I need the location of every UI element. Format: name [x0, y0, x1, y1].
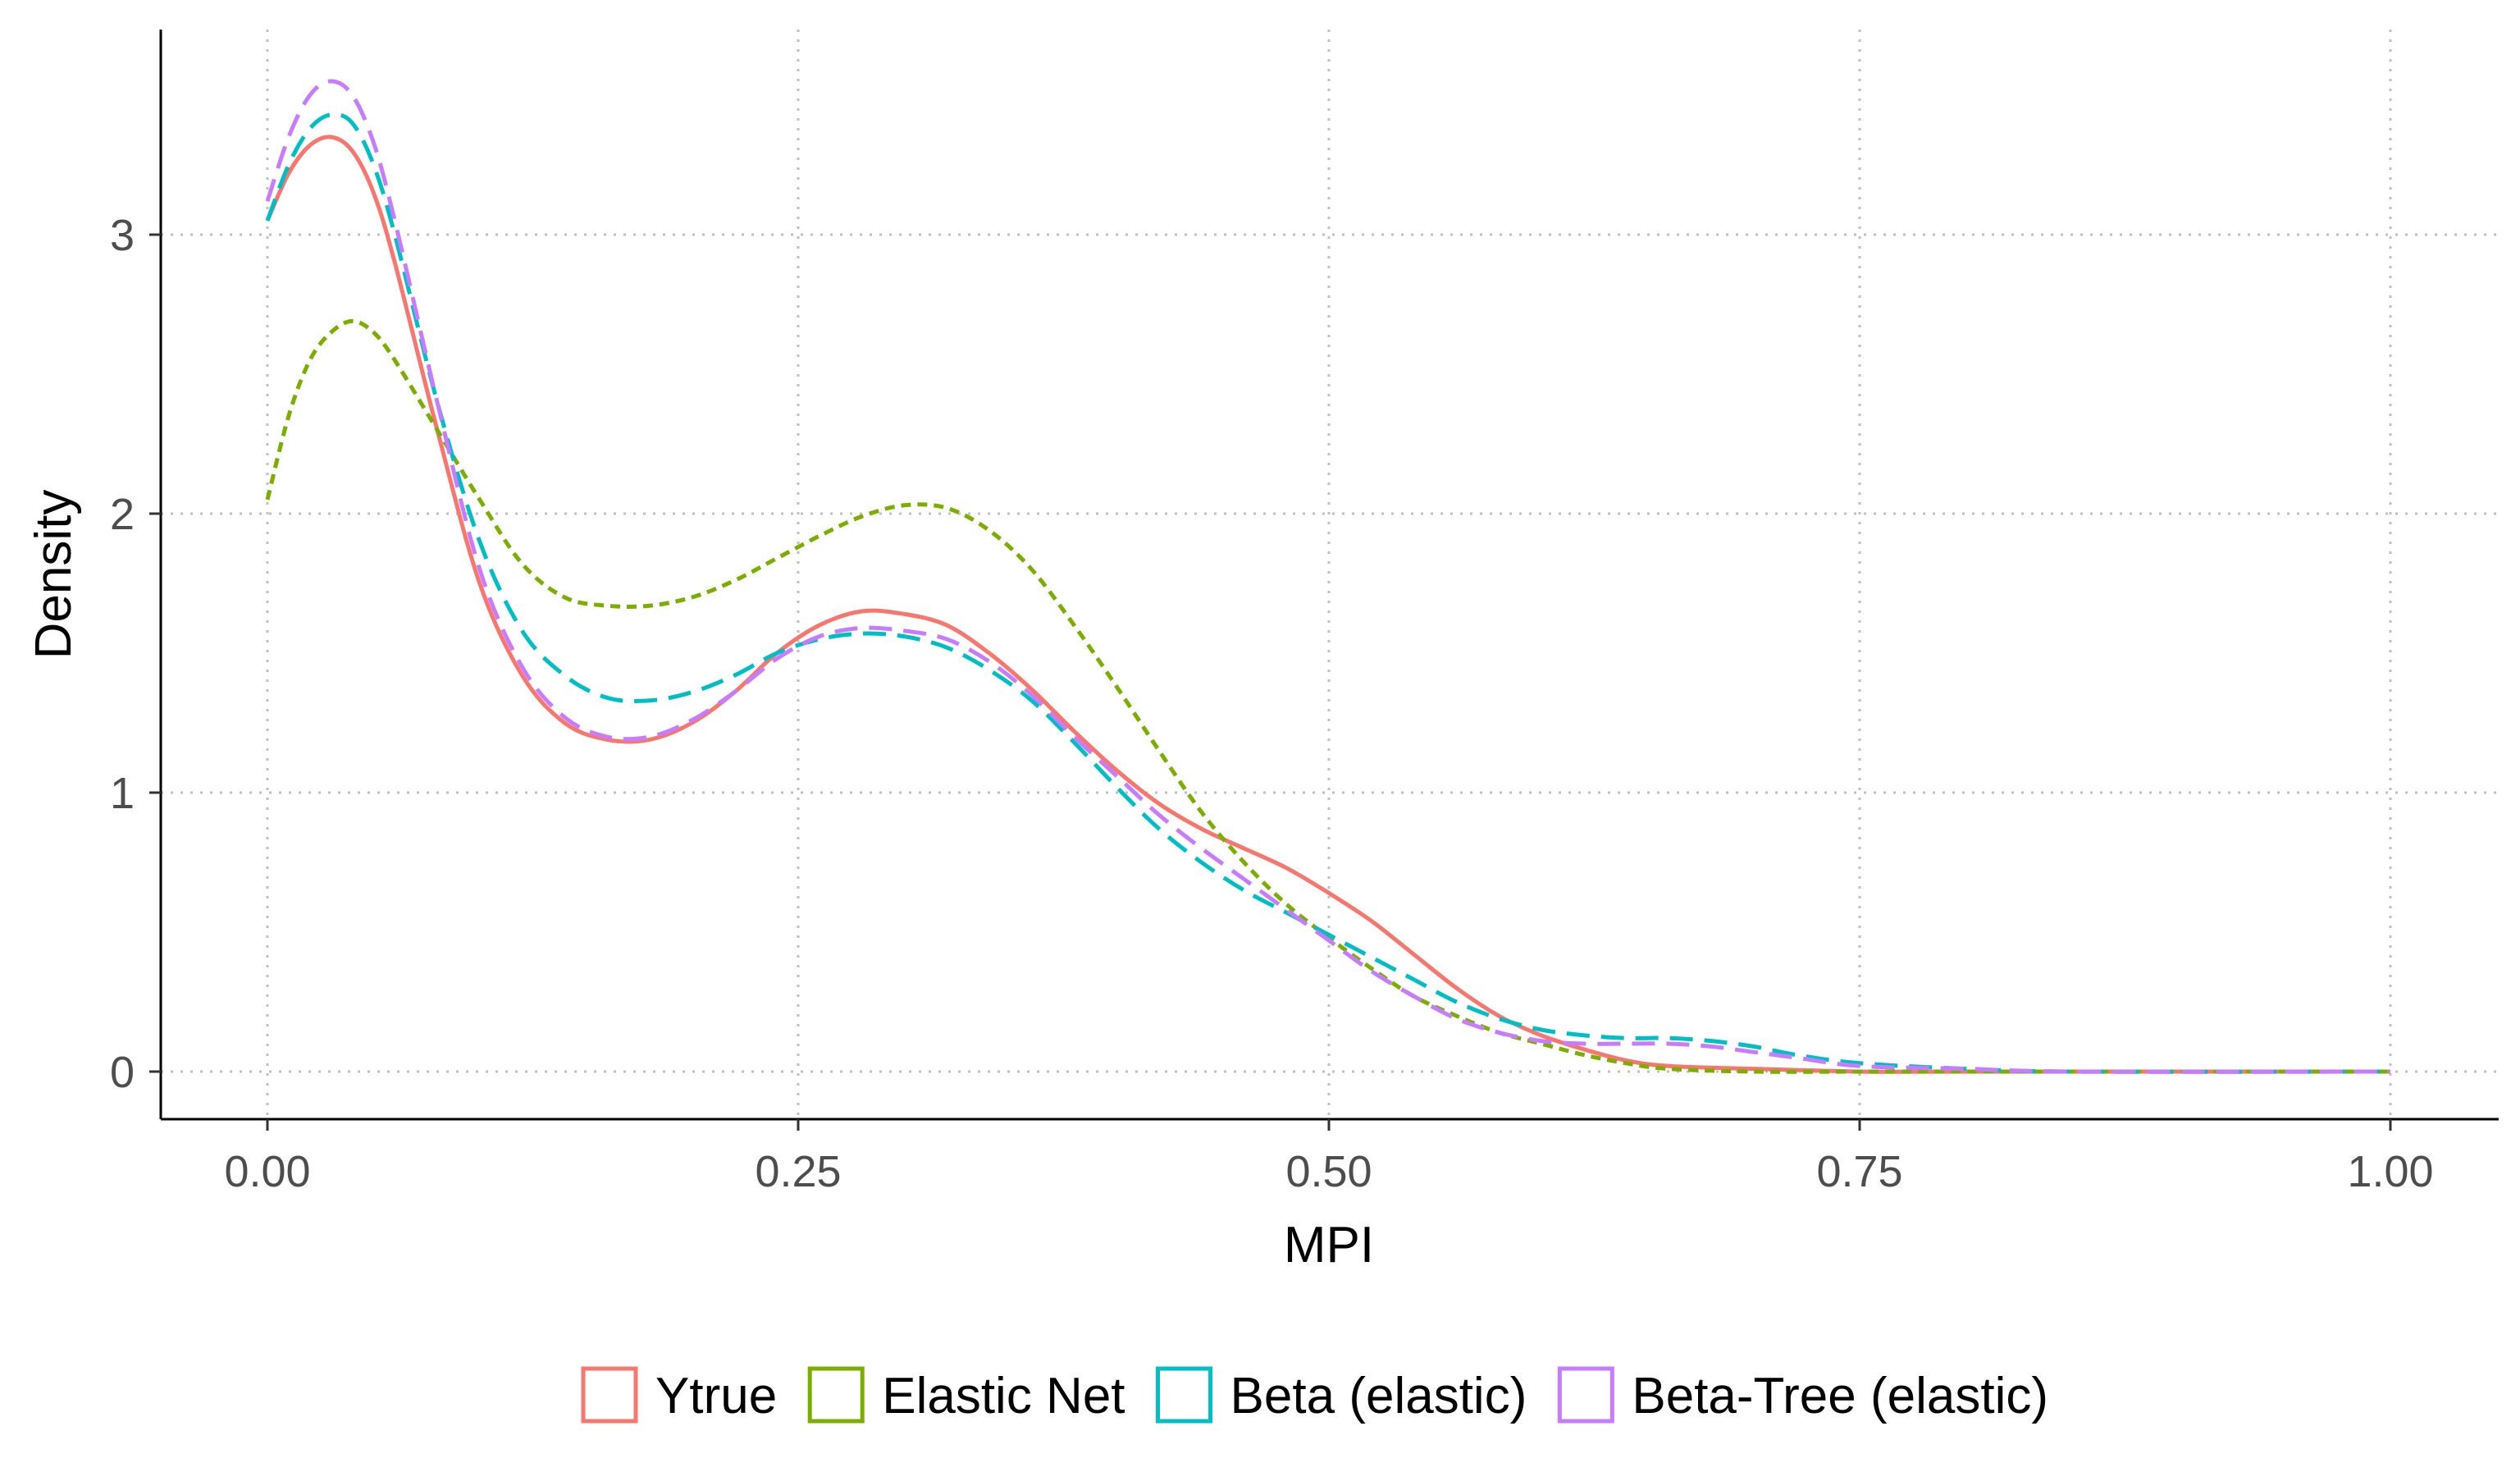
- x-tick-label: 0.00: [224, 1147, 310, 1196]
- y-axis-ticks: 0 1 2 3: [110, 211, 161, 1097]
- y-tick-label: 2: [110, 490, 135, 539]
- y-tick-label: 1: [110, 769, 135, 818]
- y-axis-title: Density: [25, 490, 82, 660]
- x-tick-label: 0.50: [1285, 1147, 1372, 1196]
- series-layer: [265, 79, 2391, 1074]
- x-axis-ticks: 0.00 0.25 0.50 0.75 1.00: [224, 1119, 2434, 1196]
- legend-key-ytrue: [581, 1366, 638, 1424]
- y-tick-label: 3: [110, 211, 135, 260]
- legend-label-elastic-net: Elastic Net: [882, 1368, 1125, 1424]
- series-line-elastic-net: [265, 318, 2390, 1074]
- legend-label-beta-elastic: Beta (elastic): [1230, 1368, 1527, 1424]
- legend-item-beta-elastic: Beta (elastic): [1156, 1366, 1527, 1424]
- legend-item-beta-tree-elastic: Beta-Tree (elastic): [1557, 1366, 2048, 1424]
- series-line-beta-tree-elastic: [265, 79, 2391, 1074]
- series-line-beta-elastic: [265, 112, 2391, 1074]
- legend-key-beta-elastic: [1156, 1366, 1213, 1424]
- x-tick-label: 0.75: [1816, 1147, 1902, 1196]
- legend-key-elastic-net: [807, 1366, 865, 1424]
- legend: Ytrue Elastic Net Beta (elastic) Beta-Tree …: [581, 1366, 2048, 1424]
- y-tick-label: 0: [110, 1048, 135, 1097]
- x-axis-title: MPI: [1284, 1217, 1374, 1273]
- series-line-ytrue: [265, 135, 2390, 1074]
- x-tick-label: 0.25: [755, 1147, 841, 1196]
- legend-item-ytrue: Ytrue: [581, 1366, 777, 1424]
- legend-label-beta-tree-elastic: Beta-Tree (elastic): [1632, 1368, 2048, 1424]
- legend-label-ytrue: Ytrue: [655, 1368, 777, 1424]
- legend-key-beta-tree-elastic: [1557, 1366, 1614, 1424]
- grid: [161, 30, 2499, 1119]
- legend-item-elastic-net: Elastic Net: [807, 1366, 1125, 1424]
- x-tick-label: 1.00: [2347, 1147, 2433, 1196]
